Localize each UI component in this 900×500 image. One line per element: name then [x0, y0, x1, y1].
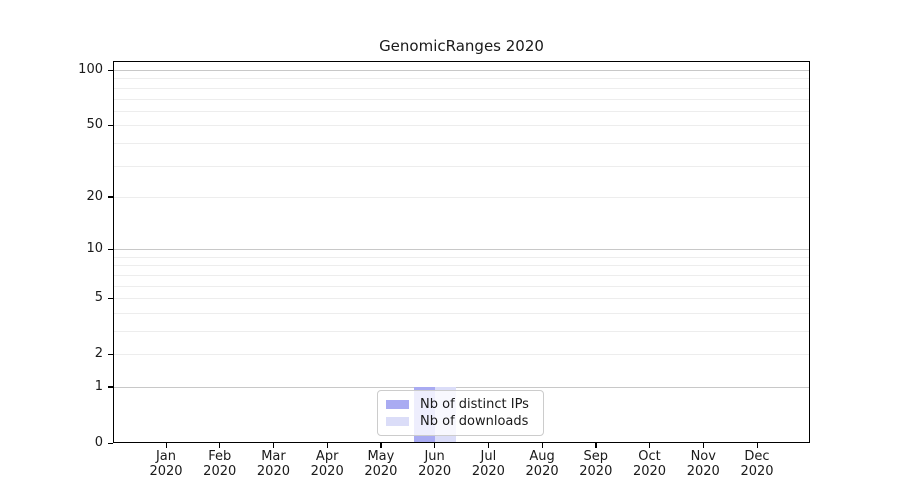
- legend-swatch-distinct-ips: [386, 400, 409, 409]
- x-tick-jun: [434, 443, 436, 448]
- gridline-major-1: [114, 386, 809, 388]
- x-tick-may: [380, 443, 382, 448]
- x-tick-jan: [165, 443, 167, 448]
- legend: Nb of distinct IPs Nb of downloads: [377, 390, 544, 436]
- gridline-minor-80: [114, 87, 809, 89]
- gridline-minor-70: [114, 98, 809, 100]
- legend-item-downloads: Nb of downloads: [386, 414, 535, 430]
- legend-label-distinct-ips: Nb of distinct IPs: [420, 397, 529, 412]
- x-tick-nov: [702, 443, 704, 448]
- x-tick-label-dec: Dec 2020: [740, 449, 774, 479]
- x-tick-dec: [756, 443, 758, 448]
- x-tick-label-feb: Feb 2020: [203, 449, 237, 479]
- gridline-minor-3: [114, 330, 809, 332]
- gridline-minor-20: [114, 196, 809, 198]
- y-tick-label-0: 0: [94, 435, 103, 450]
- legend-item-distinct-ips: Nb of distinct IPs: [386, 397, 535, 413]
- x-tick-label-nov: Nov 2020: [686, 449, 720, 479]
- y-tick-label-10: 10: [86, 241, 103, 257]
- y-tick-20: [108, 196, 113, 198]
- x-tick-label-apr: Apr 2020: [310, 449, 344, 479]
- plot-border: [113, 61, 810, 443]
- y-tick-1: [108, 386, 113, 388]
- y-tick-10: [108, 248, 113, 250]
- y-tick-100: [108, 69, 113, 71]
- gridline-minor-5: [114, 298, 809, 300]
- x-tick-jul: [487, 443, 490, 448]
- gridline-minor-90: [114, 78, 809, 80]
- x-tick-sep: [595, 443, 597, 448]
- gridline-minor-60: [114, 110, 809, 112]
- x-tick-apr: [326, 443, 328, 448]
- y-tick-label-20: 20: [86, 188, 103, 204]
- y-tick-50: [108, 124, 113, 126]
- gridline-minor-8: [114, 265, 809, 267]
- x-tick-label-aug: Aug 2020: [525, 449, 559, 479]
- gridline-major-10: [114, 249, 809, 251]
- gridline-major-100: [114, 70, 809, 72]
- gridline-minor-30: [114, 165, 809, 167]
- x-tick-label-jan: Jan 2020: [149, 449, 183, 479]
- x-tick-oct: [649, 443, 651, 448]
- legend-label-downloads: Nb of downloads: [420, 414, 529, 429]
- gridline-minor-2: [114, 354, 809, 356]
- x-tick-label-mar: Mar 2020: [256, 449, 290, 479]
- y-tick-label-2: 2: [94, 346, 103, 362]
- y-tick-2: [108, 353, 113, 355]
- gridline-minor-50: [114, 125, 809, 127]
- y-tick-label-5: 5: [94, 290, 103, 306]
- y-tick-0: [108, 442, 113, 444]
- legend-swatch-downloads: [386, 417, 409, 426]
- y-tick-label-50: 50: [86, 117, 103, 133]
- gridline-minor-4: [114, 312, 809, 314]
- gridline-minor-9: [114, 256, 809, 258]
- y-tick-label-1: 1: [94, 378, 103, 394]
- x-tick-label-sep: Sep 2020: [579, 449, 613, 479]
- chart-title: GenomicRanges 2020: [379, 37, 544, 55]
- gridline-minor-6: [114, 285, 809, 287]
- x-tick-label-jun: Jun 2020: [418, 449, 452, 479]
- y-tick-label-100: 100: [78, 62, 103, 78]
- gridline-minor-7: [114, 274, 809, 276]
- x-tick-label-jul: Jul 2020: [471, 449, 505, 479]
- gridline-minor-40: [114, 142, 809, 144]
- x-tick-label-oct: Oct 2020: [632, 449, 667, 479]
- x-tick-feb: [219, 443, 221, 448]
- y-tick-5: [108, 297, 113, 299]
- x-tick-mar: [272, 443, 275, 448]
- x-tick-label-may: May 2020: [364, 449, 398, 479]
- x-tick-aug: [541, 443, 543, 448]
